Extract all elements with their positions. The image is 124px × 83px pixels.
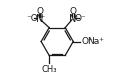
Text: N: N xyxy=(36,14,43,24)
Text: CH₃: CH₃ xyxy=(41,65,57,74)
Text: O: O xyxy=(36,7,43,16)
Text: O⁻: O⁻ xyxy=(74,14,86,23)
Text: +: + xyxy=(39,14,45,19)
Text: Na⁺: Na⁺ xyxy=(87,37,104,46)
Text: N: N xyxy=(69,14,77,24)
Text: ⁻O: ⁻O xyxy=(26,14,38,23)
Text: O⁻: O⁻ xyxy=(81,37,93,46)
Text: +: + xyxy=(73,14,78,19)
Text: O: O xyxy=(69,7,76,16)
